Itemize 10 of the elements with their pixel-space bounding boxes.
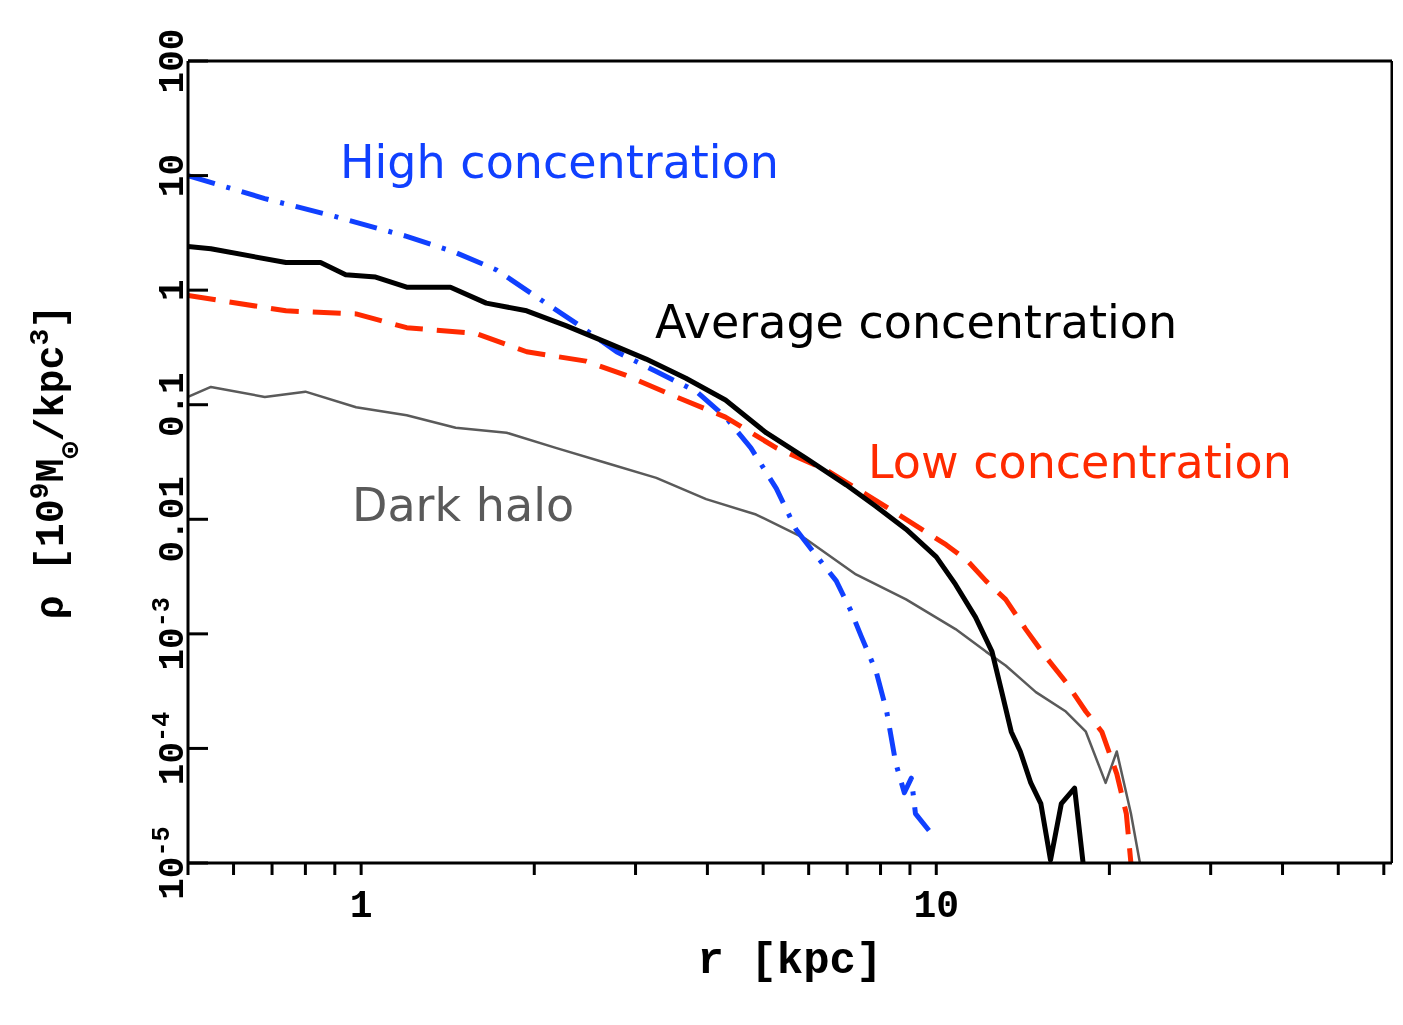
y-tick-label: 0.1: [153, 372, 194, 438]
x-axis-title: r [kpc]: [697, 936, 883, 986]
series-label: Low concentration: [868, 435, 1292, 489]
y-tick-label: 100: [153, 28, 194, 94]
y-tick-label: 0.01: [153, 476, 194, 563]
series-label: Average concentration: [655, 295, 1178, 349]
y-tick-label: 1: [153, 279, 194, 301]
y-tick-label: 10: [153, 153, 194, 198]
series-label: Dark halo: [352, 478, 575, 532]
series-label: High concentration: [340, 135, 779, 189]
